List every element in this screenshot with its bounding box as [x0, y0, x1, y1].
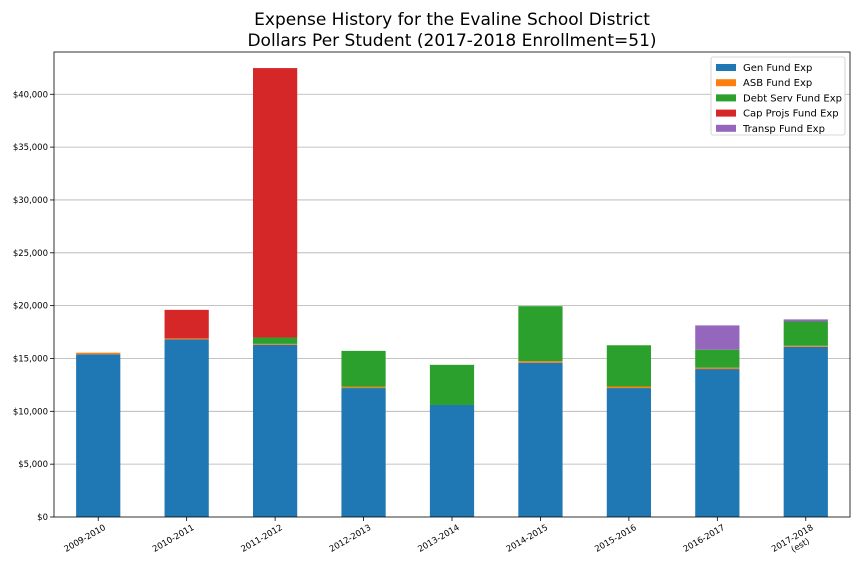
x-tick-label: 2009-2010 — [63, 523, 108, 555]
x-tick-group: 2011-2012 — [239, 523, 284, 555]
x-tick-label: 2014-2015 — [505, 523, 550, 555]
x-axis: 2009-2010 2010-2011 2011-2012 2012-2013 2013… — [63, 517, 815, 555]
bar-segment-debt-serv-fund-exp-2016-2017 — [695, 349, 740, 368]
bar-segment-gen-fund-exp-2012-2013 — [341, 388, 386, 517]
bar-segment-asb-fund-exp-2010-2011 — [164, 338, 209, 340]
bar-segment-asb-fund-exp-2012-2013 — [341, 386, 386, 389]
y-tick-label: $0 — [37, 513, 48, 523]
bar-segment-gen-fund-exp-2010-2011 — [164, 339, 209, 517]
legend-swatch — [716, 94, 736, 102]
bar-segment-asb-fund-exp-2016-2017 — [695, 367, 740, 370]
y-tick-label: $5,000 — [18, 460, 48, 470]
bar-segment-asb-fund-exp-2014-2015 — [518, 361, 563, 363]
x-tick-group: 2017-2018(est) — [770, 523, 815, 555]
legend-swatch — [716, 124, 736, 132]
y-axis: $0 $5,000 $10,000 $15,000 $20,000 $25,000 $30,… — [13, 90, 54, 523]
x-tick-label: 2016-2017 — [682, 523, 727, 555]
bar-segment-debt-serv-fund-exp-2015-2016 — [606, 345, 651, 387]
y-tick-label: $35,000 — [13, 143, 48, 153]
x-tick-label: 2011-2012 — [239, 523, 284, 555]
y-tick-label: $25,000 — [13, 249, 48, 259]
chart-title: Expense History for the Evaline School D… — [254, 10, 650, 30]
bar-segment-gen-fund-exp-2015-2016 — [606, 388, 651, 517]
legend-swatch — [716, 64, 736, 71]
bar-segment-debt-serv-fund-exp-2011-2012 — [253, 337, 298, 344]
bar-segment-asb-fund-exp-2015-2016 — [606, 386, 651, 389]
legend-swatch — [716, 109, 736, 117]
bar-segment-gen-fund-exp-2016-2017 — [695, 369, 740, 517]
chart-subtitle: Dollars Per Student (2017-2018 Enrollmen… — [247, 31, 656, 51]
legend: Gen Fund Exp ASB Fund Exp Debt Serv Fund E… — [710, 56, 846, 136]
bar-segment-asb-fund-exp-2009-2010 — [76, 352, 121, 355]
x-tick-group: 2012-2013 — [328, 523, 373, 555]
x-tick-label: 2015-2016 — [593, 523, 638, 555]
x-tick-group: 2016-2017 — [682, 523, 727, 555]
bar-segment-debt-serv-fund-exp-2014-2015 — [518, 306, 563, 362]
x-tick-group: 2013-2014 — [416, 523, 461, 555]
legend-swatch — [716, 79, 736, 87]
legend-label: Gen Fund Exp — [743, 63, 812, 74]
x-tick-label: 2012-2013 — [328, 523, 373, 555]
y-tick-label: $10,000 — [13, 407, 48, 417]
legend-label: Transp Fund Exp — [742, 124, 825, 135]
y-tick-label: $40,000 — [13, 90, 48, 100]
bar-segment-asb-fund-exp-2011-2012 — [253, 343, 298, 345]
bar-segment-transp-fund-exp-2017-2018 — [783, 319, 828, 322]
bar-segment-cap-projs-fund-exp-2011-2012 — [253, 68, 298, 338]
bar-segment-gen-fund-exp-2017-2018 — [783, 346, 828, 517]
legend-label: Debt Serv Fund Exp — [743, 93, 842, 104]
bar-segment-debt-serv-fund-exp-2012-2013 — [341, 350, 386, 387]
bars-layer — [76, 68, 828, 517]
x-tick-group: 2014-2015 — [505, 523, 550, 555]
y-tick-label: $30,000 — [13, 196, 48, 206]
x-tick-group: 2010-2011 — [151, 523, 196, 555]
x-tick-group: 2015-2016 — [593, 523, 638, 555]
y-tick-label: $15,000 — [13, 354, 48, 364]
bar-segment-debt-serv-fund-exp-2013-2014 — [429, 364, 475, 405]
legend-box — [710, 56, 846, 136]
legend-label: ASB Fund Exp — [743, 78, 812, 89]
bar-segment-transp-fund-exp-2016-2017 — [695, 325, 740, 350]
legend-label: Cap Projs Fund Exp — [743, 109, 839, 120]
x-tick-label: 2010-2011 — [151, 523, 196, 555]
bar-segment-gen-fund-exp-2014-2015 — [518, 362, 563, 517]
bar-segment-gen-fund-exp-2011-2012 — [253, 344, 298, 517]
bar-segment-debt-serv-fund-exp-2017-2018 — [783, 321, 828, 346]
bar-segment-gen-fund-exp-2009-2010 — [76, 354, 121, 517]
x-tick-label: 2013-2014 — [416, 523, 461, 555]
bar-segment-cap-projs-fund-exp-2010-2011 — [164, 309, 209, 339]
bar-segment-gen-fund-exp-2013-2014 — [429, 404, 475, 517]
x-tick-group: 2009-2010 — [63, 523, 108, 555]
y-tick-label: $20,000 — [13, 302, 48, 312]
bar-segment-asb-fund-exp-2017-2018 — [783, 345, 828, 347]
